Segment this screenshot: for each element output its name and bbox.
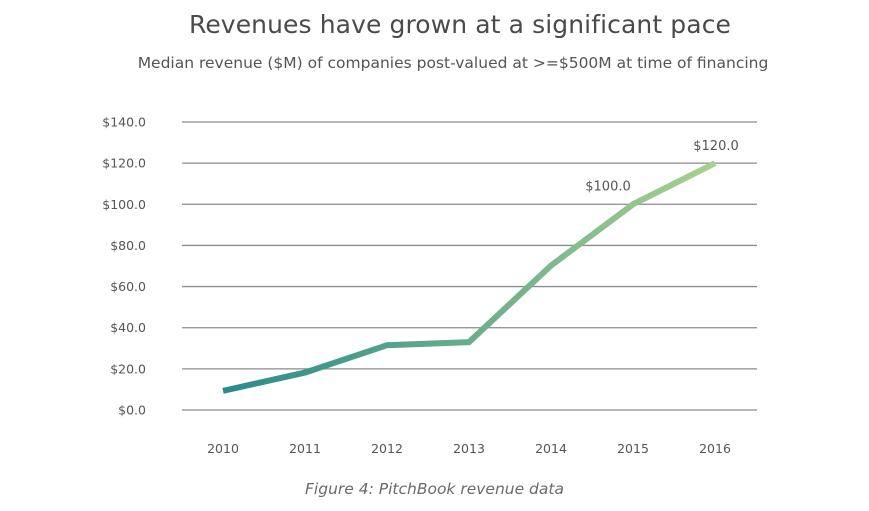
series-group bbox=[222, 160, 717, 394]
x-tick-label: 2012 bbox=[371, 441, 403, 456]
data-labels: $100.0 $120.0 bbox=[585, 139, 739, 194]
y-tick-label: $40.0 bbox=[110, 320, 146, 335]
series-line bbox=[222, 160, 717, 394]
x-tick-label: 2014 bbox=[535, 441, 567, 456]
y-tick-label: $60.0 bbox=[110, 279, 146, 294]
figure-caption: Figure 4: PitchBook revenue data bbox=[305, 480, 564, 498]
y-tick-label: $100.0 bbox=[102, 197, 146, 212]
y-tick-label: $0.0 bbox=[118, 403, 146, 418]
x-tick-label: 2016 bbox=[699, 441, 731, 456]
gridlines bbox=[182, 121, 757, 411]
x-tick-label: 2010 bbox=[207, 441, 239, 456]
y-axis-ticks: $0.0 $20.0 $40.0 $60.0 $80.0 $100.0 $120.0 $140… bbox=[102, 115, 146, 418]
y-tick-label: $120.0 bbox=[102, 156, 146, 171]
chart-subtitle: Median revenue ($M) of companies post-va… bbox=[137, 54, 769, 72]
chart-title: Revenues have grown at a significant pac… bbox=[188, 10, 732, 39]
x-tick-label: 2011 bbox=[289, 441, 321, 456]
data-label: $100.0 bbox=[585, 179, 631, 194]
x-tick-label: 2015 bbox=[617, 441, 649, 456]
x-tick-label: 2013 bbox=[453, 441, 485, 456]
data-label: $120.0 bbox=[693, 139, 739, 154]
y-tick-label: $20.0 bbox=[110, 361, 146, 376]
y-tick-label: $80.0 bbox=[110, 238, 146, 253]
y-tick-label: $140.0 bbox=[102, 115, 146, 130]
x-axis-ticks: 2010 2011 2012 2013 2014 2015 2016 bbox=[207, 441, 731, 456]
